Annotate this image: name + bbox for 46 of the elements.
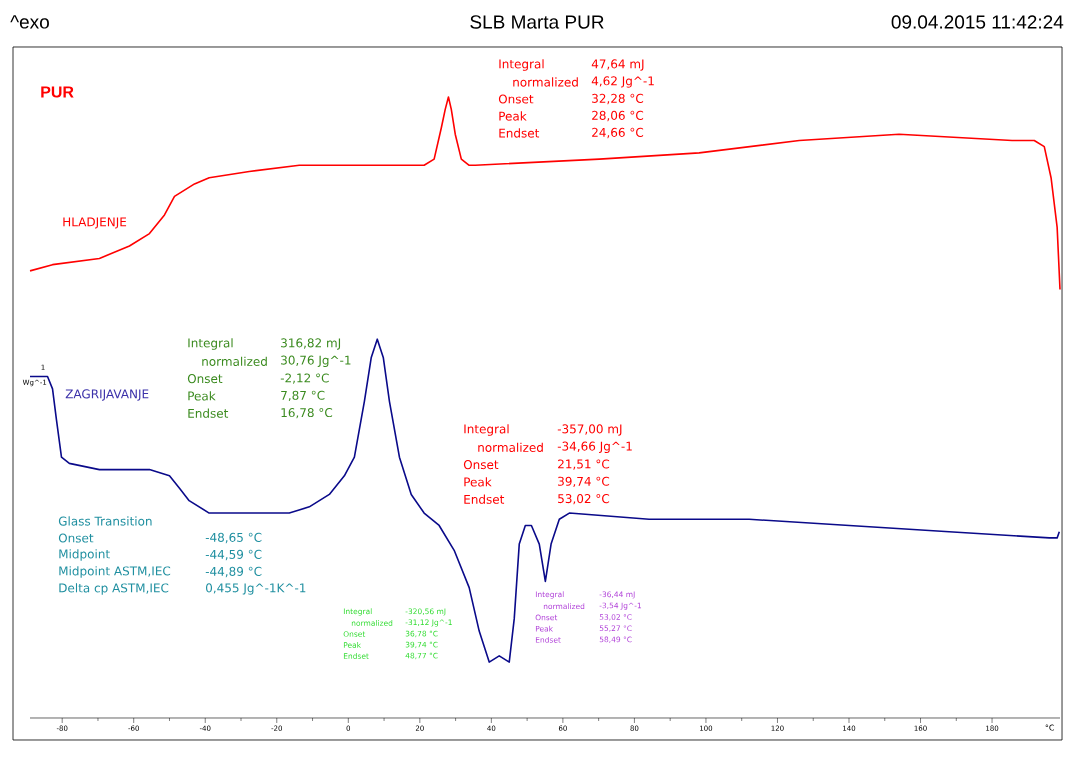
annotation: 24,66 °C	[592, 127, 644, 139]
text: 4,62 Jg^-1	[591, 76, 654, 88]
annotation: 28,06 °C	[592, 110, 644, 122]
annotation: Integral	[188, 338, 233, 350]
annotation: 316,82 mJ	[281, 338, 341, 350]
annotation: Midpoint	[59, 549, 110, 561]
annotation: Endset	[464, 494, 505, 504]
series-label: HLADJENJE	[63, 217, 127, 229]
text: ^exo	[10, 15, 49, 29]
annotation: -44,89 °C	[205, 566, 262, 578]
annotation: -34,66 Jg^-1	[557, 441, 632, 453]
annotation: 39,74 °C	[558, 476, 610, 488]
annotation: Delta cp ASTM,IEC	[59, 583, 169, 595]
annotation: Peak	[499, 111, 527, 121]
series-label: ZAGRIJAVANJE	[65, 389, 149, 401]
annotation: 21,51 °C	[558, 459, 610, 470]
annotation: Onset	[498, 94, 534, 104]
annotation: normalized	[202, 356, 267, 366]
chart-title: SLB Marta PUR	[470, 15, 604, 29]
text: 09.04.2015 11:42:24	[891, 15, 1064, 29]
text: 47,64 mJ	[591, 59, 644, 71]
annotation: Onset	[463, 460, 499, 470]
annotation: -2,12 °C	[280, 373, 329, 384]
annotation: Endset	[188, 408, 229, 418]
annotation: 7,87 °C	[281, 390, 325, 402]
annotation: Peak	[464, 477, 492, 487]
annotation: Glass Transition	[58, 516, 152, 526]
annotation: 53,02 °C	[558, 494, 610, 505]
annotation: Peak	[188, 391, 216, 401]
annotation: -44,59 °C	[205, 549, 262, 561]
annotation: 32,28 °C	[592, 93, 644, 105]
text: Integral	[499, 59, 544, 71]
annotation: Integral	[464, 424, 509, 436]
annotation: Endset	[499, 128, 540, 138]
text: normalized	[513, 77, 578, 87]
annotation: 0,455 Jg^-1K^-1	[205, 583, 306, 595]
annotation: Onset	[187, 374, 223, 384]
annotation: 30,76 Jg^-1	[281, 355, 351, 367]
annotation: 16,78 °C	[281, 408, 333, 419]
annotation: normalized	[478, 442, 543, 452]
x-axis-title: °C	[1045, 724, 1055, 731]
annotation: -357,00 mJ	[557, 424, 622, 436]
annotation: -48,65 °C	[205, 532, 262, 544]
annotation: Onset	[58, 533, 94, 543]
annotation: Midpoint ASTM,IEC	[59, 566, 171, 578]
annotation: PUR	[41, 86, 74, 98]
